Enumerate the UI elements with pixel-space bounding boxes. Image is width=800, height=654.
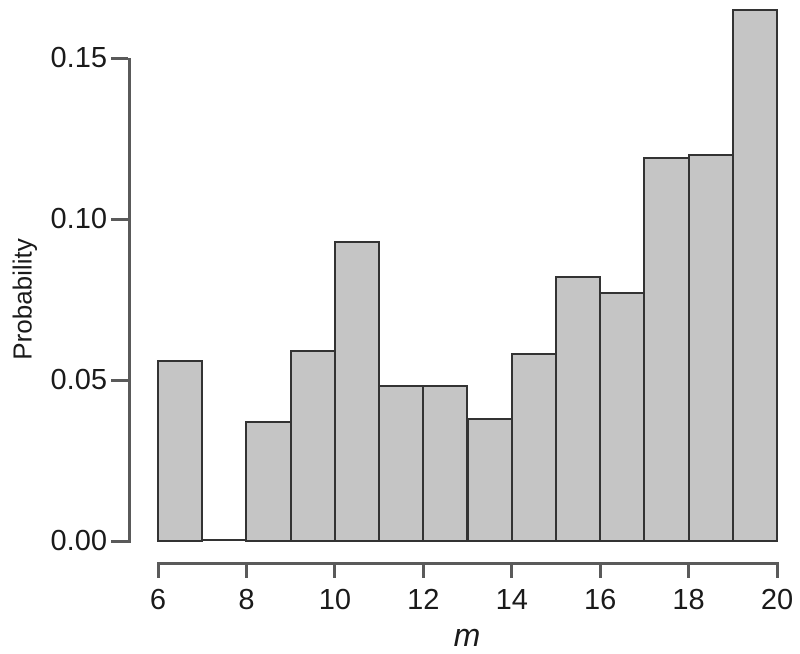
x-tick-label: 18 bbox=[672, 584, 705, 616]
x-tick bbox=[244, 562, 248, 578]
y-tick bbox=[111, 56, 128, 60]
histogram-bar bbox=[731, 8, 778, 542]
histogram-bar bbox=[157, 359, 204, 542]
histogram-bar bbox=[245, 420, 292, 542]
x-tick-label: 10 bbox=[318, 584, 351, 616]
y-tick-label: 0.10 bbox=[50, 203, 107, 235]
x-tick bbox=[333, 562, 337, 578]
histogram-bar bbox=[510, 353, 557, 542]
y-tick-label: 0.15 bbox=[50, 42, 107, 74]
y-tick-label: 0.00 bbox=[50, 525, 107, 557]
y-tick bbox=[111, 378, 128, 382]
histogram-bar bbox=[554, 275, 602, 542]
histogram-bar bbox=[687, 153, 734, 542]
x-tick-label: 8 bbox=[238, 584, 255, 616]
x-tick bbox=[510, 562, 514, 578]
x-tick bbox=[156, 562, 160, 578]
histogram-bar bbox=[466, 417, 513, 542]
y-axis-label: Probability bbox=[7, 238, 38, 360]
x-axis-label: m bbox=[453, 617, 481, 653]
x-tick bbox=[775, 562, 779, 578]
x-tick-label: 12 bbox=[407, 584, 440, 616]
histogram-bar bbox=[289, 350, 336, 542]
histogram-bar bbox=[378, 385, 425, 542]
histogram-zero-bin bbox=[201, 539, 248, 541]
histogram-bar bbox=[599, 292, 646, 542]
x-tick bbox=[687, 562, 691, 578]
x-tick bbox=[421, 562, 425, 578]
histogram-bar bbox=[422, 385, 469, 542]
x-tick-label: 6 bbox=[149, 584, 167, 616]
histogram-bar bbox=[333, 240, 381, 542]
y-tick-label: 0.05 bbox=[50, 364, 107, 396]
y-axis-line bbox=[128, 58, 131, 543]
x-axis-line bbox=[157, 562, 779, 565]
y-tick bbox=[111, 539, 128, 543]
x-tick-label: 16 bbox=[584, 584, 617, 616]
x-tick bbox=[598, 562, 602, 578]
histogram-bar bbox=[643, 156, 690, 542]
x-tick-label: 20 bbox=[760, 584, 794, 616]
x-tick-label: 14 bbox=[495, 584, 528, 616]
y-tick bbox=[111, 217, 128, 221]
